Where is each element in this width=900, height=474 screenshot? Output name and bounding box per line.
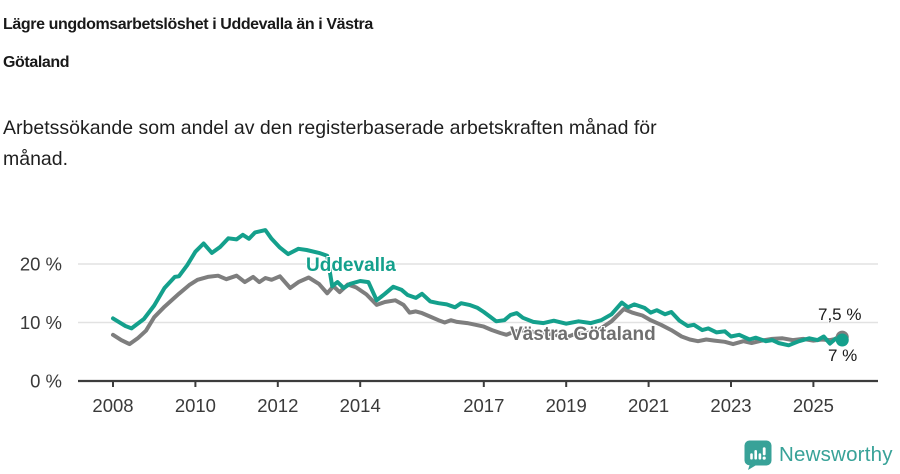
y-tick-label: 20 % (20, 254, 62, 275)
x-tick-label: 2019 (546, 395, 587, 416)
plot-svg: 2008 2010 2012 2014 2017 2019 2021 2023 2025 0 % 1… (20, 228, 878, 416)
logo-exclamation-dot (762, 456, 766, 460)
title-line-2: Götaland (3, 54, 70, 71)
x-tick-label: 2017 (463, 395, 504, 416)
x-tick-label: 2012 (257, 395, 298, 416)
newsworthy-branding: Newsworthy (744, 440, 893, 470)
x-tick-label: 2010 (175, 395, 216, 416)
series-end-dot-uddevalla (835, 333, 849, 347)
x-tick-label: 2025 (793, 395, 834, 416)
newsworthy-brand-name: Newsworthy (779, 443, 893, 466)
x-tick-label: 2014 (340, 395, 381, 416)
series-line-v-stra-g-taland (111, 273, 845, 347)
end-value-label-uddevalla: 7 % (828, 346, 858, 365)
x-tick-label: 2021 (628, 395, 669, 416)
logo-bar-2 (754, 450, 757, 460)
end-value-label-vastra-gotaland: 7,5 % (818, 305, 862, 324)
page-title: Lägre ungdomsarbetslöshet i Uddevalla än… (3, 6, 863, 82)
title-line-1: Lägre ungdomsarbetslöshet i Uddevalla än… (3, 16, 373, 33)
y-tick-label: 0 % (30, 371, 62, 392)
subtitle-line-2: månad. (3, 148, 69, 170)
subtitle-line-1: Arbetssökande som andel av den registerb… (3, 117, 657, 139)
x-tick-label: 2023 (710, 395, 751, 416)
logo-exclamation-bar (762, 447, 766, 456)
x-tick-label: 2008 (92, 395, 133, 416)
y-tick-label: 10 % (20, 312, 62, 333)
logo-bar-3 (758, 453, 762, 460)
series-label-uddevalla: Uddevalla (306, 255, 396, 276)
logo-bubble-shape (744, 440, 772, 470)
series-line-uddevalla (111, 228, 845, 348)
newsworthy-logo-icon (744, 440, 772, 470)
logo-bar-1 (750, 453, 753, 460)
series-label-vastra-gotaland: Västra Götaland (510, 324, 656, 345)
chart-subtitle: Arbetssökande som andel av den registerb… (3, 113, 863, 175)
